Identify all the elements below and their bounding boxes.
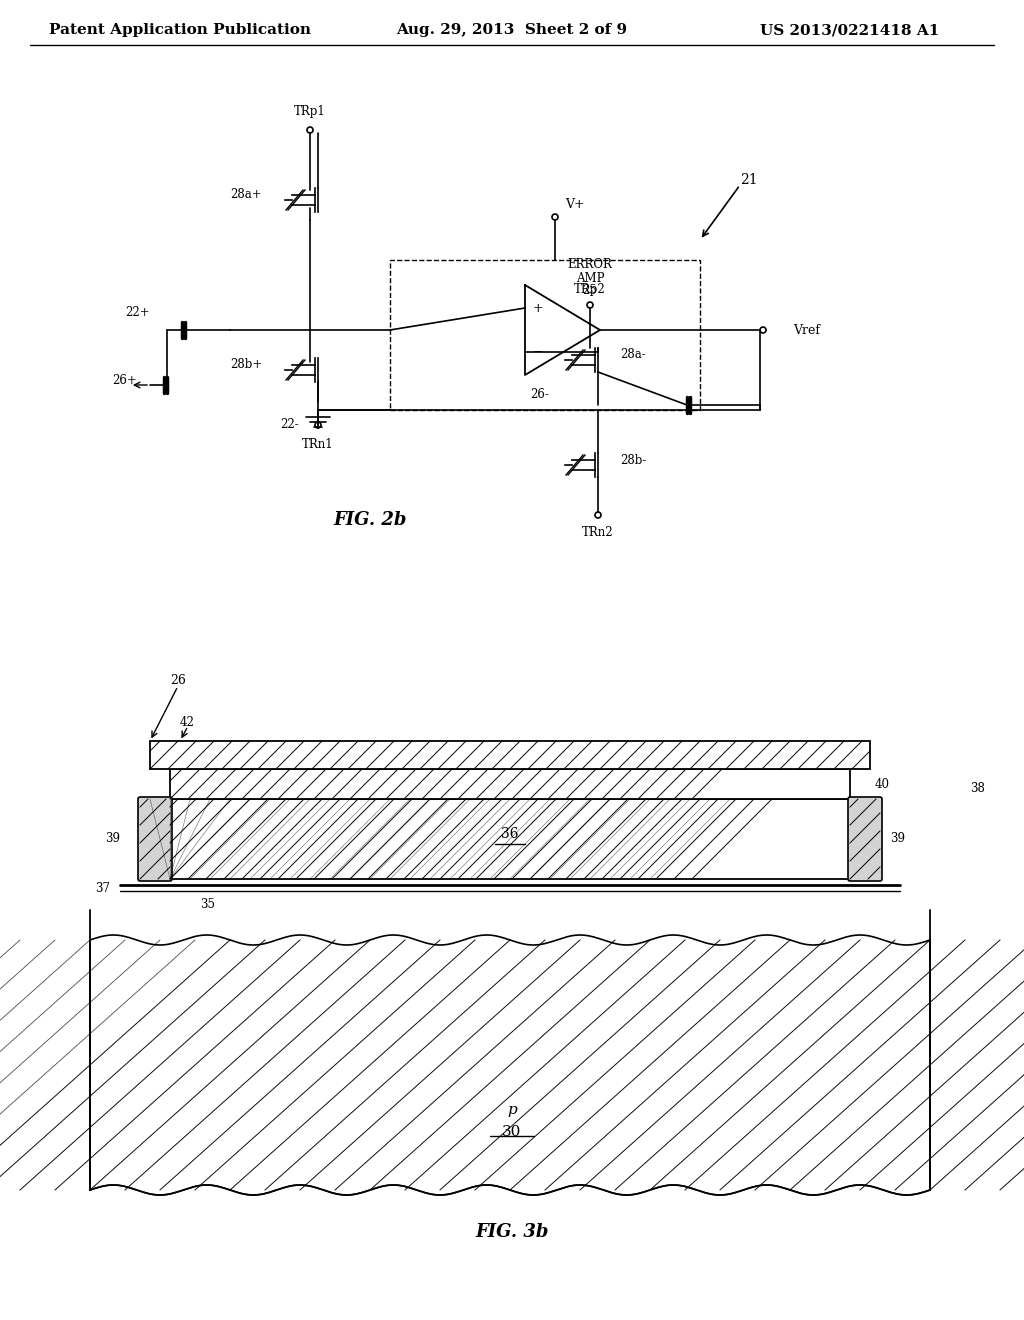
Text: −: − [532, 346, 544, 359]
Text: 25: 25 [583, 284, 597, 297]
Text: TRn2: TRn2 [583, 527, 613, 540]
Text: V+: V+ [565, 198, 585, 211]
Text: 22+: 22+ [125, 305, 150, 318]
Text: FIG. 3b: FIG. 3b [475, 1224, 549, 1241]
Text: ERROR: ERROR [567, 259, 612, 272]
Text: +: + [532, 301, 544, 314]
Text: 40: 40 [874, 777, 890, 791]
Text: 35: 35 [200, 899, 215, 912]
Bar [90, 940, 930, 1191]
Text: TRp2: TRp2 [574, 282, 606, 296]
Text: 21: 21 [740, 173, 758, 187]
Text: 28b+: 28b+ [229, 359, 262, 371]
Text: 28a-: 28a- [620, 348, 646, 362]
Text: 38: 38 [970, 783, 985, 796]
Bar [390, 260, 700, 411]
Text: Vref: Vref [793, 323, 820, 337]
Text: 37: 37 [95, 882, 110, 895]
Text: FIG. 2b: FIG. 2b [333, 511, 407, 529]
FancyBboxPatch shape [848, 797, 882, 880]
Text: TRp1: TRp1 [294, 106, 326, 119]
Text: US 2013/0221418 A1: US 2013/0221418 A1 [760, 22, 940, 37]
Text: 30: 30 [503, 1125, 521, 1139]
Text: 36: 36 [502, 828, 519, 841]
Text: 26: 26 [170, 675, 186, 688]
Text: 42: 42 [180, 717, 195, 730]
Bar [150, 741, 870, 770]
Text: p: p [507, 1104, 517, 1117]
Bar [170, 799, 850, 879]
Bar [170, 770, 850, 799]
Text: Aug. 29, 2013  Sheet 2 of 9: Aug. 29, 2013 Sheet 2 of 9 [396, 22, 628, 37]
Text: 28b-: 28b- [620, 454, 646, 466]
Text: AMP: AMP [575, 272, 604, 285]
Text: 26-: 26- [530, 388, 549, 401]
Text: 39: 39 [105, 833, 120, 846]
Text: 26+: 26+ [113, 374, 137, 387]
Text: Patent Application Publication: Patent Application Publication [49, 22, 311, 37]
Text: 22-: 22- [280, 418, 299, 432]
Text: 28a+: 28a+ [230, 189, 262, 202]
FancyBboxPatch shape [138, 797, 172, 880]
Text: TRn1: TRn1 [302, 438, 334, 451]
Text: 39: 39 [890, 833, 905, 846]
